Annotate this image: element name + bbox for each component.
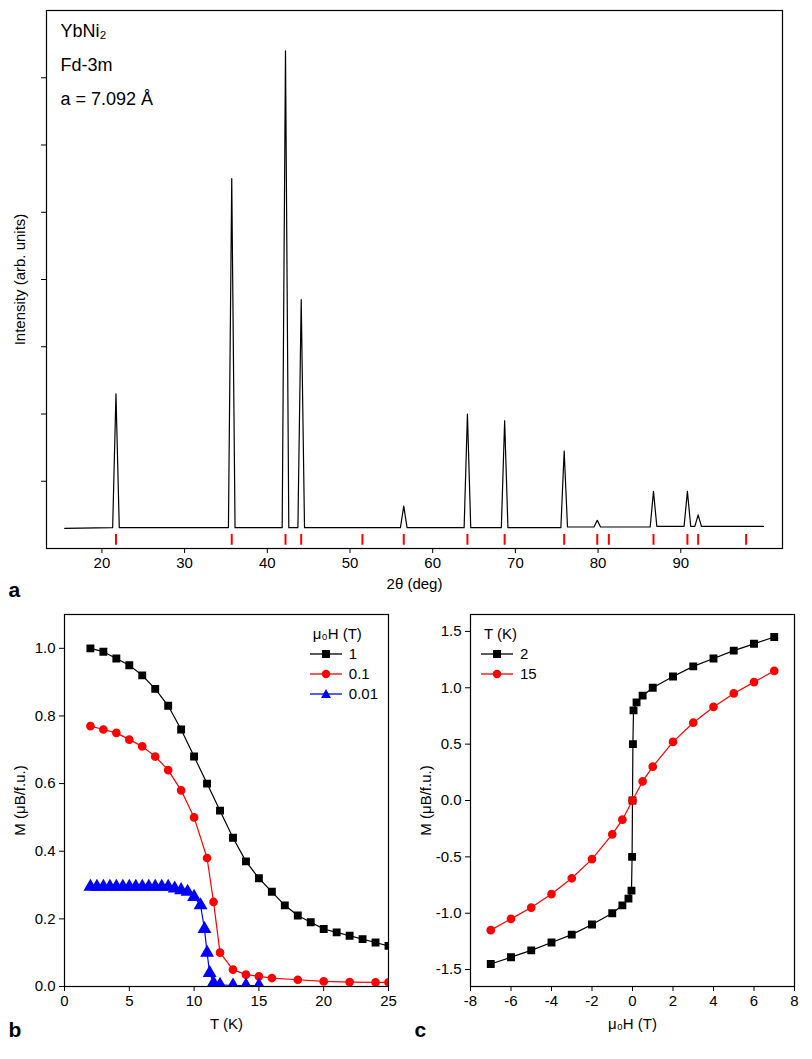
svg-text:M (μB/f.u.): M (μB/f.u.) xyxy=(11,765,28,835)
svg-text:25: 25 xyxy=(380,992,397,1009)
svg-text:YbNi₂: YbNi₂ xyxy=(61,21,107,41)
svg-text:c: c xyxy=(415,1018,427,1041)
svg-text:-4: -4 xyxy=(545,992,558,1009)
svg-text:a: a xyxy=(9,578,21,601)
svg-text:40: 40 xyxy=(259,554,276,571)
html-text:0.01: 0.01 xyxy=(348,685,378,702)
svg-text:0.0: 0.0 xyxy=(35,977,56,994)
svg-text:2: 2 xyxy=(669,992,677,1009)
svg-text:-2: -2 xyxy=(585,992,598,1009)
svg-text:5: 5 xyxy=(125,992,133,1009)
svg-text:-1.0: -1.0 xyxy=(436,904,462,921)
svg-text:Fd-3m: Fd-3m xyxy=(61,55,113,75)
svg-text:8: 8 xyxy=(790,992,798,1009)
svg-text:20: 20 xyxy=(315,992,332,1009)
svg-text:M (μB/f.u.): M (μB/f.u.) xyxy=(417,765,434,835)
svg-text:30: 30 xyxy=(176,554,193,571)
html-text:1: 1 xyxy=(348,645,358,662)
svg-text:1.5: 1.5 xyxy=(441,622,462,639)
svg-text:b: b xyxy=(9,1018,22,1041)
svg-text:-6: -6 xyxy=(504,992,517,1009)
svg-text:4: 4 xyxy=(709,992,717,1009)
svg-text:0.2: 0.2 xyxy=(35,910,56,927)
svg-text:0.0: 0.0 xyxy=(441,791,462,808)
html-text:T (K): T (K) xyxy=(484,625,518,642)
svg-text:60: 60 xyxy=(424,554,441,571)
svg-text:80: 80 xyxy=(590,554,607,571)
svg-text:0: 0 xyxy=(628,992,636,1009)
svg-text:0.5: 0.5 xyxy=(441,735,462,752)
svg-text:μ₀H (T): μ₀H (T) xyxy=(608,1015,657,1032)
svg-text:15: 15 xyxy=(251,992,268,1009)
svg-text:6: 6 xyxy=(750,992,758,1009)
html-text:15: 15 xyxy=(520,665,537,682)
svg-text:a = 7.092 Å: a = 7.092 Å xyxy=(61,89,154,109)
svg-text:0: 0 xyxy=(60,992,68,1009)
svg-text:90: 90 xyxy=(672,554,689,571)
svg-text:50: 50 xyxy=(342,554,359,571)
svg-text:0.6: 0.6 xyxy=(35,774,56,791)
svg-text:-0.5: -0.5 xyxy=(436,848,462,865)
svg-text:-8: -8 xyxy=(464,992,477,1009)
svg-text:1.0: 1.0 xyxy=(35,639,56,656)
svg-text:T (K): T (K) xyxy=(210,1015,243,1032)
html-text:2: 2 xyxy=(520,645,529,662)
svg-text:0.8: 0.8 xyxy=(35,707,56,724)
svg-text:0.4: 0.4 xyxy=(35,842,56,859)
svg-text:20: 20 xyxy=(94,554,111,571)
svg-text:1.0: 1.0 xyxy=(441,679,462,696)
svg-text:Intensity (arb. units): Intensity (arb. units) xyxy=(11,214,28,346)
svg-text:2θ (deg): 2θ (deg) xyxy=(387,575,443,592)
svg-text:70: 70 xyxy=(507,554,524,571)
svg-text:-1.5: -1.5 xyxy=(436,960,462,977)
html-text:μ₀H (T): μ₀H (T) xyxy=(312,625,362,642)
html-text:0.1: 0.1 xyxy=(348,665,370,682)
svg-text:10: 10 xyxy=(186,992,203,1009)
